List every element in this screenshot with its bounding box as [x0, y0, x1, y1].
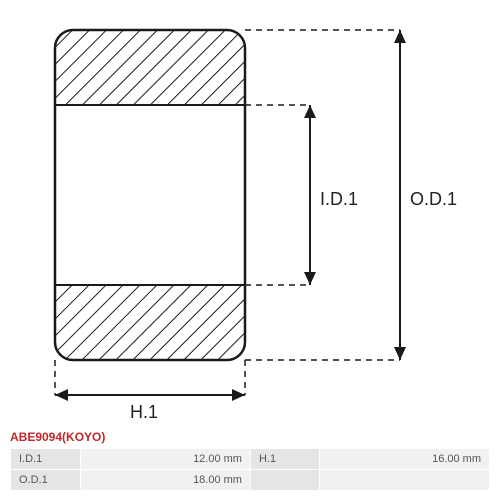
dimension-h: H.1 — [55, 389, 245, 422]
bearing-cross-section-diagram: I.D.1 O.D.1 H.1 — [0, 0, 500, 430]
dimension-od: O.D.1 — [394, 30, 457, 360]
label-od: O.D.1 — [410, 189, 457, 209]
spec-value: 12.00 mm — [80, 449, 250, 470]
dimension-id: I.D.1 — [304, 105, 358, 285]
spec-value: 16.00 mm — [319, 449, 489, 470]
part-number: ABE9094(KOYO) — [10, 430, 105, 444]
spec-key: O.D.1 — [11, 470, 81, 491]
spec-key: I.D.1 — [11, 449, 81, 470]
spec-key: H.1 — [250, 449, 319, 470]
spec-table: I.D.1 12.00 mm H.1 16.00 mm O.D.1 18.00 … — [10, 448, 490, 491]
hatched-band-top — [55, 30, 245, 105]
spec-value: 18.00 mm — [80, 470, 250, 491]
table-row: I.D.1 12.00 mm H.1 16.00 mm — [11, 449, 490, 470]
table-row: O.D.1 18.00 mm — [11, 470, 490, 491]
label-id: I.D.1 — [320, 189, 358, 209]
label-h: H.1 — [130, 402, 158, 422]
hatched-band-bottom — [55, 285, 245, 360]
